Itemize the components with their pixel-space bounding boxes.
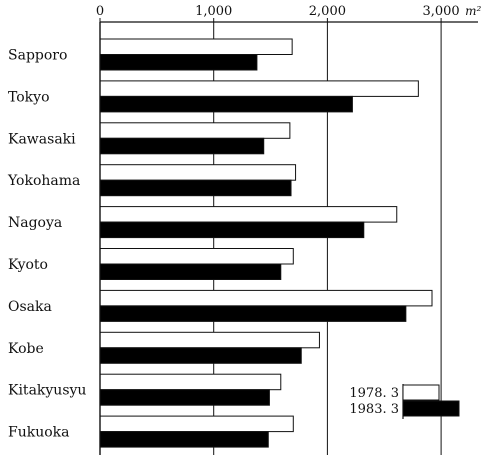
x-tick-label: 3,000 <box>422 4 459 19</box>
category-label: Tokyo <box>8 89 50 105</box>
category-label: Fukuoka <box>8 425 70 441</box>
bar-1983 <box>99 305 407 322</box>
bar-1978 <box>99 248 294 265</box>
axes <box>99 18 478 455</box>
x-tick-label: 2,000 <box>309 4 346 19</box>
legend-label: 1978. 3 <box>349 386 399 401</box>
category-label: Kobe <box>8 341 44 357</box>
labels: 0 1,000 2,000 3,000 m² Sapporo Tokyo Kawasaki Yo… <box>7 4 481 441</box>
bar-1983 <box>99 54 258 71</box>
bar-1978 <box>99 38 293 55</box>
legend-swatch <box>402 400 460 417</box>
category-label: Nagoya <box>8 215 62 231</box>
bar-1978 <box>99 206 398 223</box>
bar-1983 <box>99 179 292 197</box>
legend-label: 1983. 3 <box>349 402 399 417</box>
bar-1978 <box>99 122 291 139</box>
bar-1983 <box>99 137 265 155</box>
category-label: Kitakyusyu <box>8 383 86 399</box>
category-label: Osaka <box>8 299 52 315</box>
x-tick-label: 1,000 <box>195 4 232 19</box>
bar-1978 <box>99 80 419 97</box>
bar-1978 <box>99 331 320 349</box>
bar-1978 <box>99 373 282 391</box>
bar-1978 <box>99 164 297 181</box>
x-unit-label: m² <box>465 4 481 18</box>
bar-1983 <box>99 95 353 113</box>
bar-1983 <box>99 389 270 406</box>
category-label: Sapporo <box>8 48 67 64</box>
category-label: Kyoto <box>8 257 48 273</box>
bar-1983 <box>99 263 282 280</box>
bar-1983 <box>99 431 269 448</box>
bar-1978 <box>99 415 294 433</box>
bar-1983 <box>99 221 365 239</box>
legend-swatch <box>402 384 440 401</box>
category-label: Kawasaki <box>8 131 76 147</box>
x-tick-label: 0 <box>96 4 104 19</box>
bar-1983 <box>99 347 302 364</box>
category-label: Yokohama <box>7 173 80 189</box>
bar-1978 <box>99 289 433 307</box>
